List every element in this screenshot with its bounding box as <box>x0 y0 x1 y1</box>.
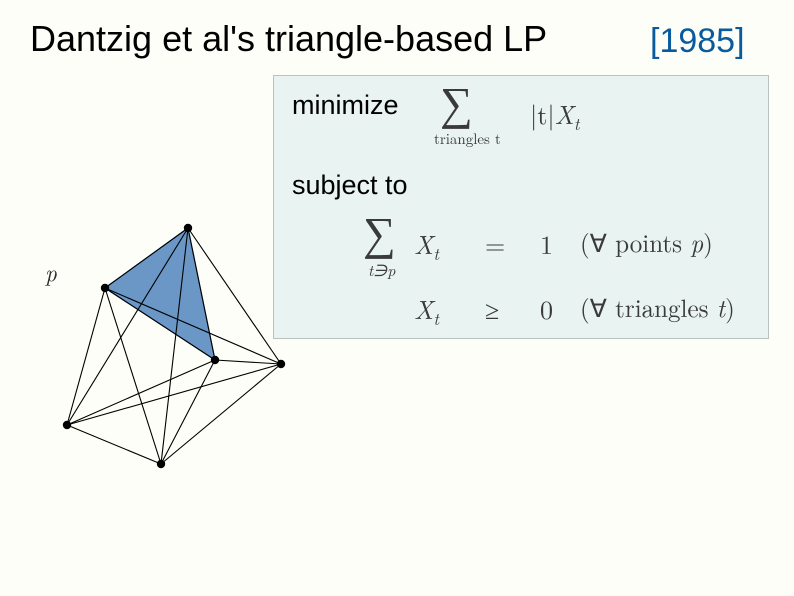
graph-point <box>184 224 192 232</box>
slide-title: Dantzig et al's triangle-based LP <box>30 18 547 60</box>
constraint2-condition: (∀ triangles t) <box>580 290 735 325</box>
c2-sub: t <box>433 306 439 330</box>
constraint1-Xt: Xt <box>414 225 439 265</box>
minimize-label: minimize <box>292 90 399 121</box>
slide-year: [1985] <box>650 22 745 61</box>
slide: Dantzig et al's triangle-based LP [1985]… <box>0 0 794 596</box>
triangle-graph <box>35 210 325 500</box>
subject-to-label: subject to <box>292 170 408 201</box>
objective-rhs: |t|Xt <box>530 95 580 135</box>
graph-point <box>101 284 109 292</box>
constraint1-sigma: ∑ <box>363 208 396 254</box>
obj-X-sub: t <box>574 111 580 135</box>
objective-sum-sigma: ∑ <box>440 78 473 124</box>
c2-X: X <box>414 290 433 327</box>
graph-edge <box>215 360 281 364</box>
graph-edge <box>161 360 215 464</box>
graph-edge <box>67 288 105 425</box>
geq-sign: ≥ <box>485 290 499 327</box>
constraint1-condition: (∀ points p) <box>580 225 713 260</box>
abs-t: |t| <box>530 95 555 132</box>
rhs-one: 1 <box>540 225 553 262</box>
graph-edge <box>67 360 215 425</box>
constraint1-sigma-sub: t∋p <box>368 258 395 281</box>
graph-point <box>157 460 165 468</box>
graph-point <box>63 421 71 429</box>
graph-edge <box>161 364 281 464</box>
rhs-zero: 0 <box>540 290 553 327</box>
graph-point <box>277 360 285 368</box>
constraint2-Xt: Xt <box>414 290 439 330</box>
graph-edge <box>67 425 161 464</box>
c1-X: X <box>414 225 433 262</box>
obj-X: X <box>555 95 574 132</box>
equals-sign: = <box>485 225 505 262</box>
graph-point <box>211 356 219 364</box>
objective-sum-subscript: triangles t <box>434 128 501 149</box>
c1-sub: t <box>433 241 439 265</box>
